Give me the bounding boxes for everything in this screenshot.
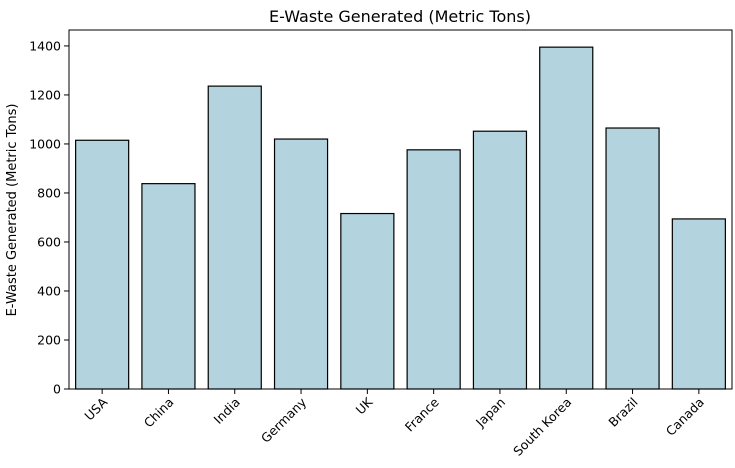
bar-france [406,149,461,390]
plot-frame [68,29,733,390]
bar-china [141,183,196,390]
x-tick-label-japan: Japan [472,395,508,431]
x-tick-label-india: India [211,395,243,427]
y-tick-label-400: 400 [37,283,61,298]
x-tick-label-south-korea: South Korea [510,395,574,459]
x-tick-label-china: China [141,395,177,431]
bar-japan [472,130,528,390]
y-tick-label-0: 0 [53,382,61,397]
y-tick-label-1200: 1200 [29,87,61,102]
bar-germany [273,138,329,390]
y-tick-label-1000: 1000 [29,136,61,151]
y-tick-label-1400: 1400 [29,38,61,53]
bars-group [75,46,726,390]
bar-usa [75,139,130,390]
bar-canada [671,218,726,390]
y-tick-label-600: 600 [37,234,61,249]
y-tick-label-200: 200 [37,332,61,347]
bar-india [207,85,262,390]
x-tick-label-germany: Germany [258,394,310,446]
y-tick-label-800: 800 [37,185,61,200]
x-tick-label-brazil: Brazil [605,395,640,430]
bar-uk [340,212,395,390]
x-tick-label-usa: USA [81,394,110,423]
x-tick-label-france: France [402,394,442,434]
chart-title: E-Waste Generated (Metric Tons) [269,7,531,26]
x-tick-label-uk: UK [353,394,376,417]
x-axis: USA China India Germany UK France Japan South K… [81,389,707,459]
y-axis-label: E-Waste Generated (Metric Tons) [5,104,20,317]
bar-south-korea [539,46,594,390]
bar-brazil [605,127,660,390]
x-tick-label-canada: Canada [663,395,707,439]
y-axis: 0 200 400 600 800 1000 1200 1400 [29,38,69,397]
